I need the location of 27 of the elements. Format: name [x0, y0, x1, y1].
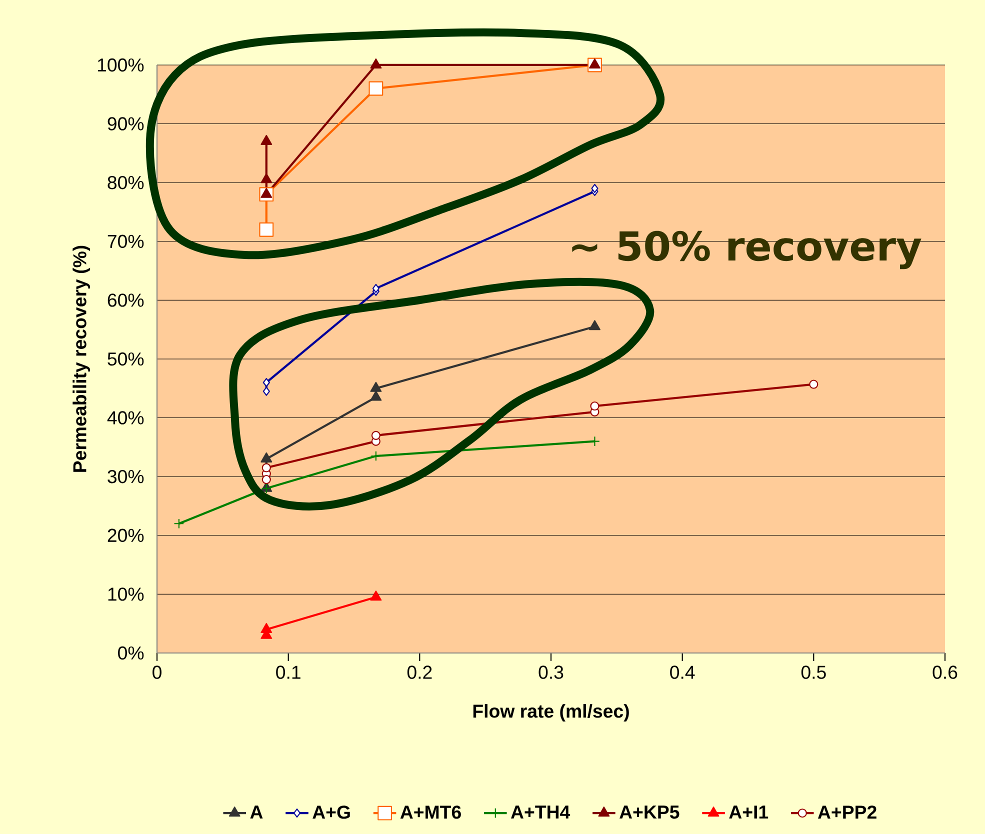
x-tick-label: 0.6: [932, 666, 958, 679]
legend-label: A: [250, 806, 263, 819]
x-axis-title: Flow rate (ml/sec): [473, 704, 629, 722]
x-tick-label: 0.5: [801, 666, 826, 679]
legend-label: A+MT6: [400, 806, 461, 819]
x-tick-label: 0: [152, 666, 162, 679]
legend-label: A+I1: [729, 806, 768, 819]
y-tick-label: 60%: [108, 294, 144, 307]
y-tick-label: 70%: [108, 234, 144, 248]
legend-label: A+PP2: [818, 806, 876, 819]
y-tick-label: 50%: [108, 352, 144, 366]
x-tick-label: 0.1: [276, 666, 300, 679]
x-tick-label: 0.3: [538, 666, 564, 679]
legend-label: A+G: [312, 806, 350, 819]
y-tick-label: 10%: [108, 588, 144, 601]
y-tick-label: 30%: [108, 470, 144, 484]
y-tick-label: 0%: [118, 646, 144, 660]
y-axis-title: Permeability recovery (%): [72, 246, 90, 472]
y-tick-label: 90%: [108, 117, 144, 130]
legend-label: A+KP5: [620, 806, 680, 819]
x-tick-label: 0.2: [407, 666, 432, 679]
y-tick-label: 20%: [108, 528, 144, 542]
x-tick-label: 0.4: [670, 666, 695, 679]
legend-label: A+TH4: [510, 806, 570, 819]
y-tick-label: 80%: [108, 176, 144, 190]
y-tick-label: 100%: [98, 58, 144, 72]
y-tick-label: 40%: [107, 411, 144, 424]
